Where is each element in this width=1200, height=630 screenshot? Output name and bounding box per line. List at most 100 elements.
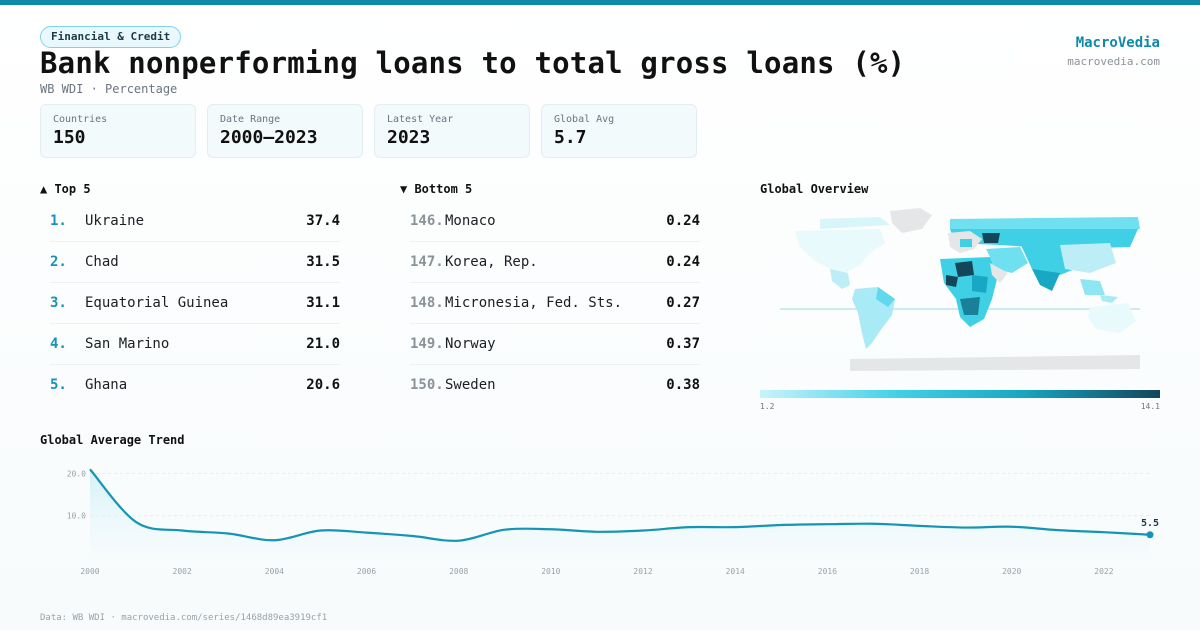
- country-value: 31.5: [306, 254, 340, 270]
- x-tick-label: 2004: [265, 567, 284, 576]
- country-name: Equatorial Guinea: [85, 295, 229, 311]
- rank-number: 150.: [410, 377, 444, 393]
- map-heading: Global Overview: [760, 182, 869, 196]
- country-value: 31.1: [306, 295, 340, 311]
- map-region-india[interactable]: [1032, 269, 1060, 291]
- country-name: Ghana: [85, 377, 128, 393]
- country-value: 0.27: [666, 295, 700, 311]
- map-region-mexico[interactable]: [830, 269, 850, 289]
- stat-label: Latest Year: [387, 114, 454, 125]
- list-item[interactable]: 146. Monaco 0.24: [410, 201, 700, 242]
- map-region-canada-north[interactable]: [820, 217, 890, 229]
- list-item[interactable]: 150. Sweden 0.38: [410, 365, 700, 405]
- map-region-ghana[interactable]: [946, 275, 958, 287]
- list-item[interactable]: 149. Norway 0.37: [410, 324, 700, 365]
- x-tick-label: 2018: [910, 567, 929, 576]
- brand-url[interactable]: macrovedia.com: [1067, 55, 1160, 68]
- trend-heading: Global Average Trend: [40, 433, 185, 447]
- map-region-indonesia[interactable]: [1100, 295, 1118, 303]
- x-tick-label: 2016: [818, 567, 837, 576]
- trend-line[interactable]: [89, 468, 1151, 542]
- map-region-antarctica: [850, 355, 1140, 371]
- country-value: 0.37: [666, 336, 700, 352]
- country-name: Korea, Rep.: [445, 254, 538, 270]
- rank-number: 146.: [410, 213, 444, 229]
- page-title: Bank nonperforming loans to total gross …: [40, 46, 906, 80]
- country-name: San Marino: [85, 336, 170, 352]
- map-region-middle-east[interactable]: [986, 247, 1028, 273]
- map-region-ukraine[interactable]: [982, 233, 1000, 243]
- map-region-china[interactable]: [1060, 243, 1116, 273]
- map-region-north-america[interactable]: [795, 229, 885, 273]
- map-region-chad[interactable]: [955, 261, 974, 277]
- rank-number: 147.: [410, 254, 444, 270]
- map-region-horn-africa[interactable]: [990, 263, 1008, 283]
- map-region-east-africa[interactable]: [972, 275, 988, 293]
- list-item[interactable]: 5. Ghana 20.6: [50, 365, 340, 405]
- map-region-southern-africa[interactable]: [960, 297, 980, 315]
- world-map-svg[interactable]: [760, 203, 1160, 383]
- country-value: 0.24: [666, 254, 700, 270]
- stat-label: Date Range: [220, 114, 281, 125]
- map-region-australia[interactable]: [1088, 303, 1136, 333]
- stat-value: 5.7: [554, 127, 587, 148]
- trend-last-point[interactable]: [1146, 531, 1154, 539]
- x-tick-label: 2006: [357, 567, 376, 576]
- stat-card-countries: Countries 150: [40, 104, 196, 158]
- footer-source[interactable]: Data: WB WDI · macrovedia.com/series/146…: [40, 613, 328, 623]
- stat-card-latest-year: Latest Year 2023: [374, 104, 530, 158]
- x-tick-label: 2022: [1094, 567, 1113, 576]
- list-item[interactable]: 147. Korea, Rep. 0.24: [410, 242, 700, 283]
- world-choropleth-map[interactable]: [760, 203, 1160, 383]
- country-value: 20.6: [306, 377, 340, 393]
- map-region-russia[interactable]: [950, 217, 1140, 229]
- stat-value: 2000–2023: [220, 127, 318, 148]
- map-legend-min: 1.2: [760, 402, 775, 411]
- list-item[interactable]: 1. Ukraine 37.4: [50, 201, 340, 242]
- country-name: Sweden: [445, 377, 496, 393]
- trend-last-value-label: 5.5: [1141, 518, 1159, 529]
- chart-gridlines: [90, 472, 1150, 517]
- y-tick-label: 10.0: [67, 512, 86, 521]
- stat-label: Countries: [53, 114, 108, 125]
- list-item[interactable]: 3. Equatorial Guinea 31.1: [50, 283, 340, 324]
- map-region-greenland[interactable]: [890, 208, 932, 233]
- rank-number: 3.: [50, 295, 67, 311]
- bottom5-list: 146. Monaco 0.24 147. Korea, Rep. 0.24 1…: [410, 201, 700, 405]
- country-name: Micronesia, Fed. Sts.: [445, 295, 623, 311]
- category-badge[interactable]: Financial & Credit: [40, 26, 182, 48]
- list-item[interactable]: 148. Micronesia, Fed. Sts. 0.27: [410, 283, 700, 324]
- global-average-trend-chart[interactable]: 10.0 20.0 2000 2002 2004 2006 2008 2010 2012 201…: [40, 455, 1160, 580]
- rank-number: 148.: [410, 295, 444, 311]
- rank-number: 4.: [50, 336, 67, 352]
- map-region-central-europe[interactable]: [960, 239, 972, 247]
- x-tick-label: 2020: [1002, 567, 1021, 576]
- x-tick-label: 2002: [173, 567, 192, 576]
- top5-heading: ▲ Top 5: [40, 182, 91, 196]
- country-name: Chad: [85, 254, 119, 270]
- country-value: 37.4: [306, 213, 340, 229]
- list-item[interactable]: 2. Chad 31.5: [50, 242, 340, 283]
- trend-area: [90, 469, 1150, 558]
- stat-value: 150: [53, 127, 86, 148]
- map-region-africa[interactable]: [940, 257, 998, 327]
- map-region-southeast-asia[interactable]: [1080, 279, 1105, 295]
- list-item[interactable]: 4. San Marino 21.0: [50, 324, 340, 365]
- stat-card-date-range: Date Range 2000–2023: [207, 104, 363, 158]
- rank-number: 1.: [50, 213, 67, 229]
- rank-number: 2.: [50, 254, 67, 270]
- x-tick-label: 2000: [80, 567, 99, 576]
- country-name: Monaco: [445, 213, 496, 229]
- rank-number: 149.: [410, 336, 444, 352]
- bottom5-heading: ▼ Bottom 5: [400, 182, 473, 196]
- brand-logo[interactable]: MacroVedia: [1075, 35, 1160, 51]
- x-tick-label: 2014: [726, 567, 745, 576]
- stat-label: Global Avg: [554, 114, 615, 125]
- country-name: Norway: [445, 336, 496, 352]
- country-value: 0.24: [666, 213, 700, 229]
- x-tick-label: 2008: [449, 567, 468, 576]
- map-legend-gradient: [760, 390, 1160, 398]
- x-tick-label: 2012: [633, 567, 652, 576]
- page-subtitle: WB WDI · Percentage: [40, 82, 178, 96]
- map-region-brazil-north[interactable]: [876, 287, 895, 307]
